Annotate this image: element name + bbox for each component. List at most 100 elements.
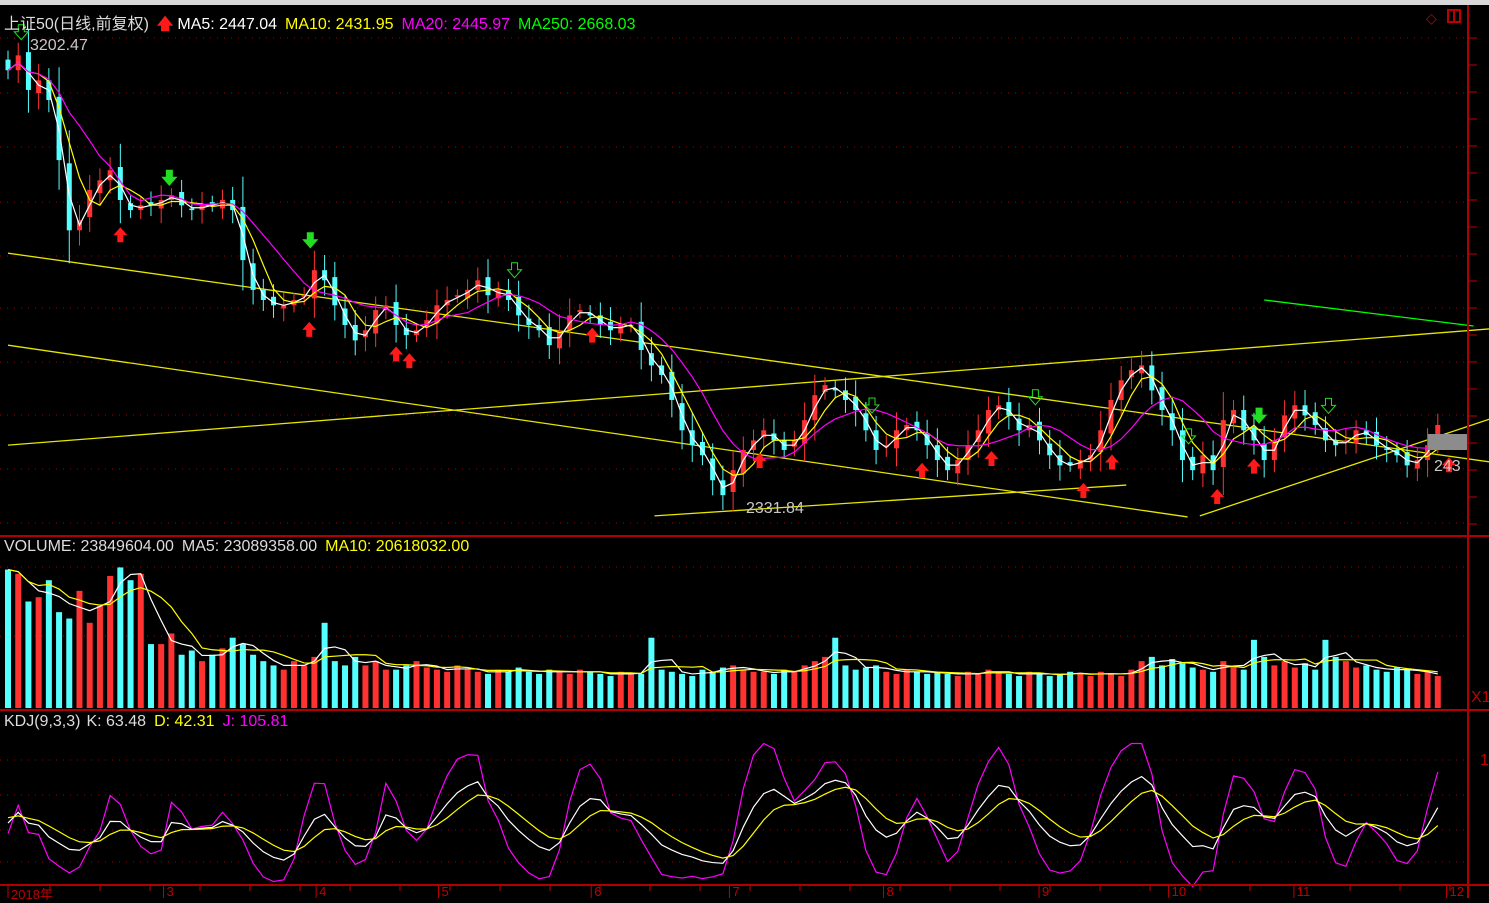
x-axis-label: 8 <box>886 884 894 899</box>
volume-bar <box>1118 676 1125 708</box>
buy-arrow-icon <box>1210 488 1225 504</box>
volume-bar <box>883 671 890 708</box>
volume-bar <box>750 671 757 708</box>
volume-bar <box>178 654 185 708</box>
candle-body <box>1312 412 1318 425</box>
x-axis-label: 5 <box>441 884 449 899</box>
candle-body <box>1047 443 1053 456</box>
volume-bar <box>1383 671 1390 708</box>
candle <box>117 143 123 224</box>
volume-bar <box>1046 676 1053 708</box>
diamond-icon[interactable]: ◇ <box>1426 10 1437 26</box>
candle-body <box>730 470 736 492</box>
volume-bar <box>1261 656 1268 708</box>
volume-bar <box>1240 669 1247 708</box>
volume-bar <box>1097 671 1104 708</box>
candle-body <box>362 330 368 338</box>
candle <box>577 304 583 319</box>
volume-bar <box>96 605 103 708</box>
volume-bar <box>668 671 675 708</box>
volume-bar <box>546 669 553 708</box>
volume-bar <box>403 665 410 708</box>
main-volume-divider[interactable] <box>0 535 1489 537</box>
volume-bar <box>433 669 440 708</box>
volume-bar <box>25 601 32 708</box>
candle-body <box>587 313 593 316</box>
candle <box>883 435 889 457</box>
candle <box>1282 400 1288 453</box>
volume-bar <box>689 676 696 708</box>
volume-bar <box>1353 667 1360 708</box>
volume-bar <box>117 567 124 708</box>
candle-body <box>219 200 225 209</box>
volume-bar <box>913 671 920 708</box>
volume-bar <box>1322 639 1329 708</box>
candle-body <box>791 440 797 447</box>
volume-bar <box>822 656 829 708</box>
volume-bar <box>1087 676 1094 708</box>
volume-ma10-line <box>7 568 1438 675</box>
sell-arrow-icon <box>161 169 178 186</box>
volume-bar <box>1179 663 1186 708</box>
candle <box>128 195 134 218</box>
candle <box>710 443 716 496</box>
candle-body <box>1128 370 1134 378</box>
volume-bar <box>188 650 195 708</box>
volume-bar <box>525 671 532 708</box>
candle <box>822 377 828 400</box>
volume-bar <box>658 669 665 708</box>
volume-bar <box>5 569 11 708</box>
window-layout-icon[interactable] <box>1447 9 1461 23</box>
volume-bar <box>1404 669 1411 708</box>
kdj-lines <box>7 742 1439 888</box>
trendline <box>7 252 1489 463</box>
ma10-line <box>7 62 1439 476</box>
candle-body <box>669 371 675 400</box>
volume-bar <box>444 671 451 708</box>
trendline <box>7 344 1188 518</box>
candle-body <box>1077 460 1083 469</box>
volume-bar <box>760 671 767 708</box>
volume-bar <box>893 673 900 708</box>
candle <box>1353 420 1359 454</box>
volume-bar <box>413 661 420 708</box>
candle <box>1322 416 1328 453</box>
candle-body <box>424 320 430 328</box>
candle <box>802 402 808 462</box>
red-up-arrow-icon: 🡅 <box>156 16 174 33</box>
volume-value: VOLUME: 23849604.00 <box>4 538 174 555</box>
right-axis-line <box>1467 5 1469 898</box>
candle-body <box>1251 427 1257 441</box>
volume-bar <box>137 573 144 708</box>
high-price-label: 3202.47 <box>30 37 88 54</box>
candle-body <box>332 277 338 306</box>
candle <box>97 168 103 206</box>
volume-bar <box>638 673 645 708</box>
candle-body <box>526 318 532 325</box>
volume-bar <box>290 661 297 708</box>
volume-bar <box>576 669 583 708</box>
window-top-bar <box>0 0 1489 5</box>
volume-kdj-divider[interactable] <box>0 709 1489 711</box>
volume-bar <box>801 665 808 708</box>
volume-bar <box>352 656 359 708</box>
ma5-value: MA5: 2447.04 <box>177 16 277 33</box>
candle <box>342 295 348 339</box>
candle-body <box>87 189 93 218</box>
buy-arrow-icon <box>1076 482 1091 498</box>
candle <box>1139 350 1145 388</box>
candle-body <box>1016 418 1022 431</box>
buy-arrow-icon <box>402 353 417 369</box>
volume-bar <box>1332 656 1339 708</box>
candle <box>403 314 409 350</box>
candle-body <box>97 180 103 194</box>
volume-bar <box>168 633 175 708</box>
candle <box>465 279 471 309</box>
candle <box>669 354 675 418</box>
candle <box>1169 397 1175 446</box>
buy-arrow-icon <box>752 453 767 469</box>
candle-body <box>495 289 501 299</box>
volume-bar <box>229 637 236 708</box>
candle <box>618 316 624 342</box>
